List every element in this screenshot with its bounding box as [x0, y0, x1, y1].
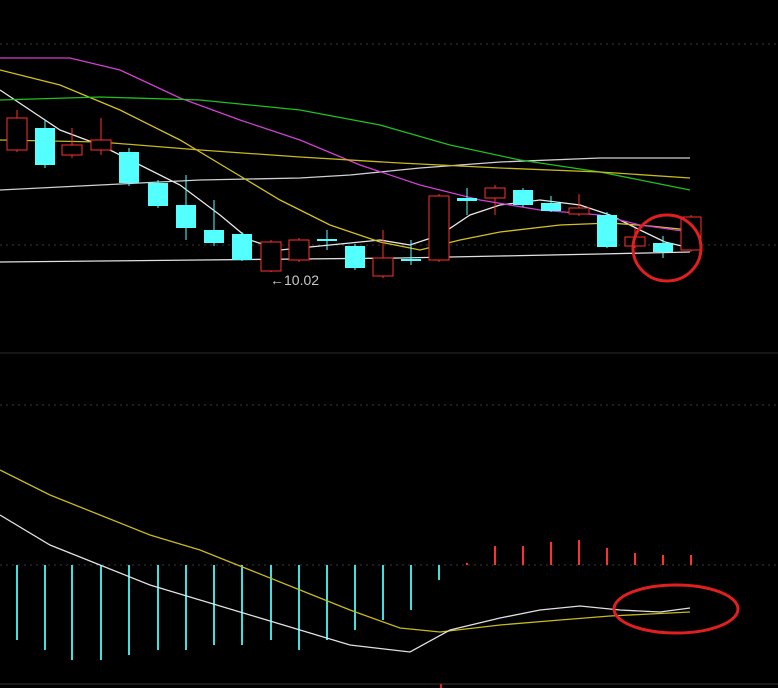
- ma-line: [0, 157, 690, 191]
- candle-body: [484, 187, 506, 199]
- candle-body: [597, 215, 617, 247]
- candle-body: [204, 230, 224, 243]
- candle-body: [372, 257, 394, 277]
- ma-line: [0, 69, 691, 251]
- candle-body: [345, 246, 365, 268]
- ma-line: [0, 89, 691, 251]
- candle-body: [513, 190, 533, 205]
- candle-body: [232, 234, 252, 260]
- moving-averages: [0, 57, 691, 263]
- candle-body: [541, 203, 561, 211]
- grid: [0, 43, 778, 566]
- low-price-label: ←10.02: [270, 272, 319, 288]
- candle-body: [680, 216, 702, 251]
- highlight-circle: [631, 213, 703, 283]
- ma-line: [0, 96, 691, 191]
- candle-body: [317, 239, 337, 241]
- candle-body: [428, 195, 450, 261]
- ma-line: [0, 139, 691, 179]
- candle-body: [401, 259, 421, 261]
- candle-body: [457, 198, 477, 201]
- dif-line: [0, 514, 691, 653]
- candle-body: [653, 243, 673, 252]
- candle-body: [35, 128, 55, 165]
- macd-lines: [0, 469, 691, 653]
- dea-line: [0, 469, 691, 633]
- candle-body: [61, 144, 83, 156]
- candle-body: [148, 183, 168, 206]
- candle-body: [6, 117, 28, 151]
- candle-body: [176, 205, 196, 228]
- candle-body: [260, 241, 282, 272]
- highlight-circle: [612, 583, 740, 635]
- candlesticks: [6, 110, 702, 278]
- macd-histogram: [16, 540, 692, 660]
- candle-body: [90, 139, 112, 151]
- candle-body: [568, 207, 590, 215]
- candle-body: [119, 152, 139, 183]
- candle-body: [288, 239, 310, 261]
